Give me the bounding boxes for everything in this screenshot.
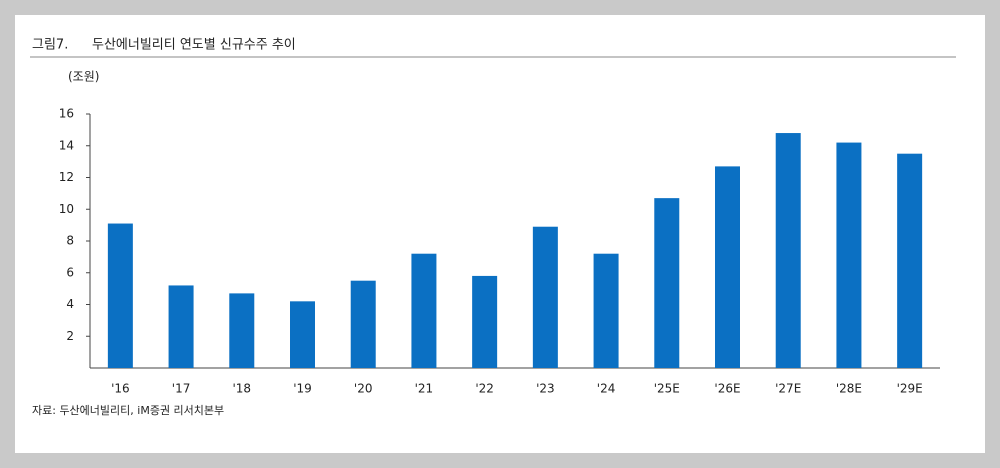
bar <box>654 198 680 368</box>
bar <box>472 275 498 368</box>
y-tick-label: 6 <box>66 265 74 279</box>
bar <box>715 166 740 368</box>
x-tick-label: '18 <box>232 382 251 396</box>
x-tick-label: '24 <box>597 382 616 396</box>
bar <box>411 253 437 368</box>
bar <box>229 293 255 368</box>
y-tick-label: 4 <box>66 297 74 311</box>
y-tick-label: 2 <box>66 329 74 343</box>
x-tick-label: '27E <box>775 382 801 396</box>
x-tick-label: '26E <box>714 382 740 396</box>
x-tick-label: '21 <box>415 382 434 396</box>
source-note: 자료: 두산에너빌리티, iM증권 리서치본부 <box>32 404 224 417</box>
bar <box>168 285 194 368</box>
panel <box>15 15 985 453</box>
bar <box>593 253 619 368</box>
y-tick-label: 12 <box>59 170 74 184</box>
y-tick-label: 16 <box>59 107 74 121</box>
x-tick-label: '16 <box>111 382 130 396</box>
x-tick-label: '19 <box>293 382 312 396</box>
bar <box>107 223 133 368</box>
bar <box>897 153 923 368</box>
x-tick-label: '22 <box>475 382 494 396</box>
bar <box>775 133 801 368</box>
figure-label: 그림7. <box>32 38 68 53</box>
x-tick-label: '23 <box>536 382 555 396</box>
y-axis-label: (조원) <box>68 70 99 84</box>
x-tick-label: '20 <box>354 382 373 396</box>
x-tick-label: '28E <box>836 382 862 396</box>
y-tick-label: 8 <box>66 234 74 248</box>
chart-title: 두산에너빌리티 연도별 신규수주 추이 <box>92 38 296 53</box>
x-tick-label: '25E <box>654 382 680 396</box>
y-tick-label: 10 <box>59 202 74 216</box>
x-tick-label: '29E <box>897 382 923 396</box>
bar <box>836 142 862 368</box>
x-tick-label: '17 <box>172 382 191 396</box>
bar <box>350 280 376 368</box>
y-tick-label: 14 <box>59 138 74 152</box>
bar <box>532 226 558 368</box>
bar <box>290 301 315 368</box>
